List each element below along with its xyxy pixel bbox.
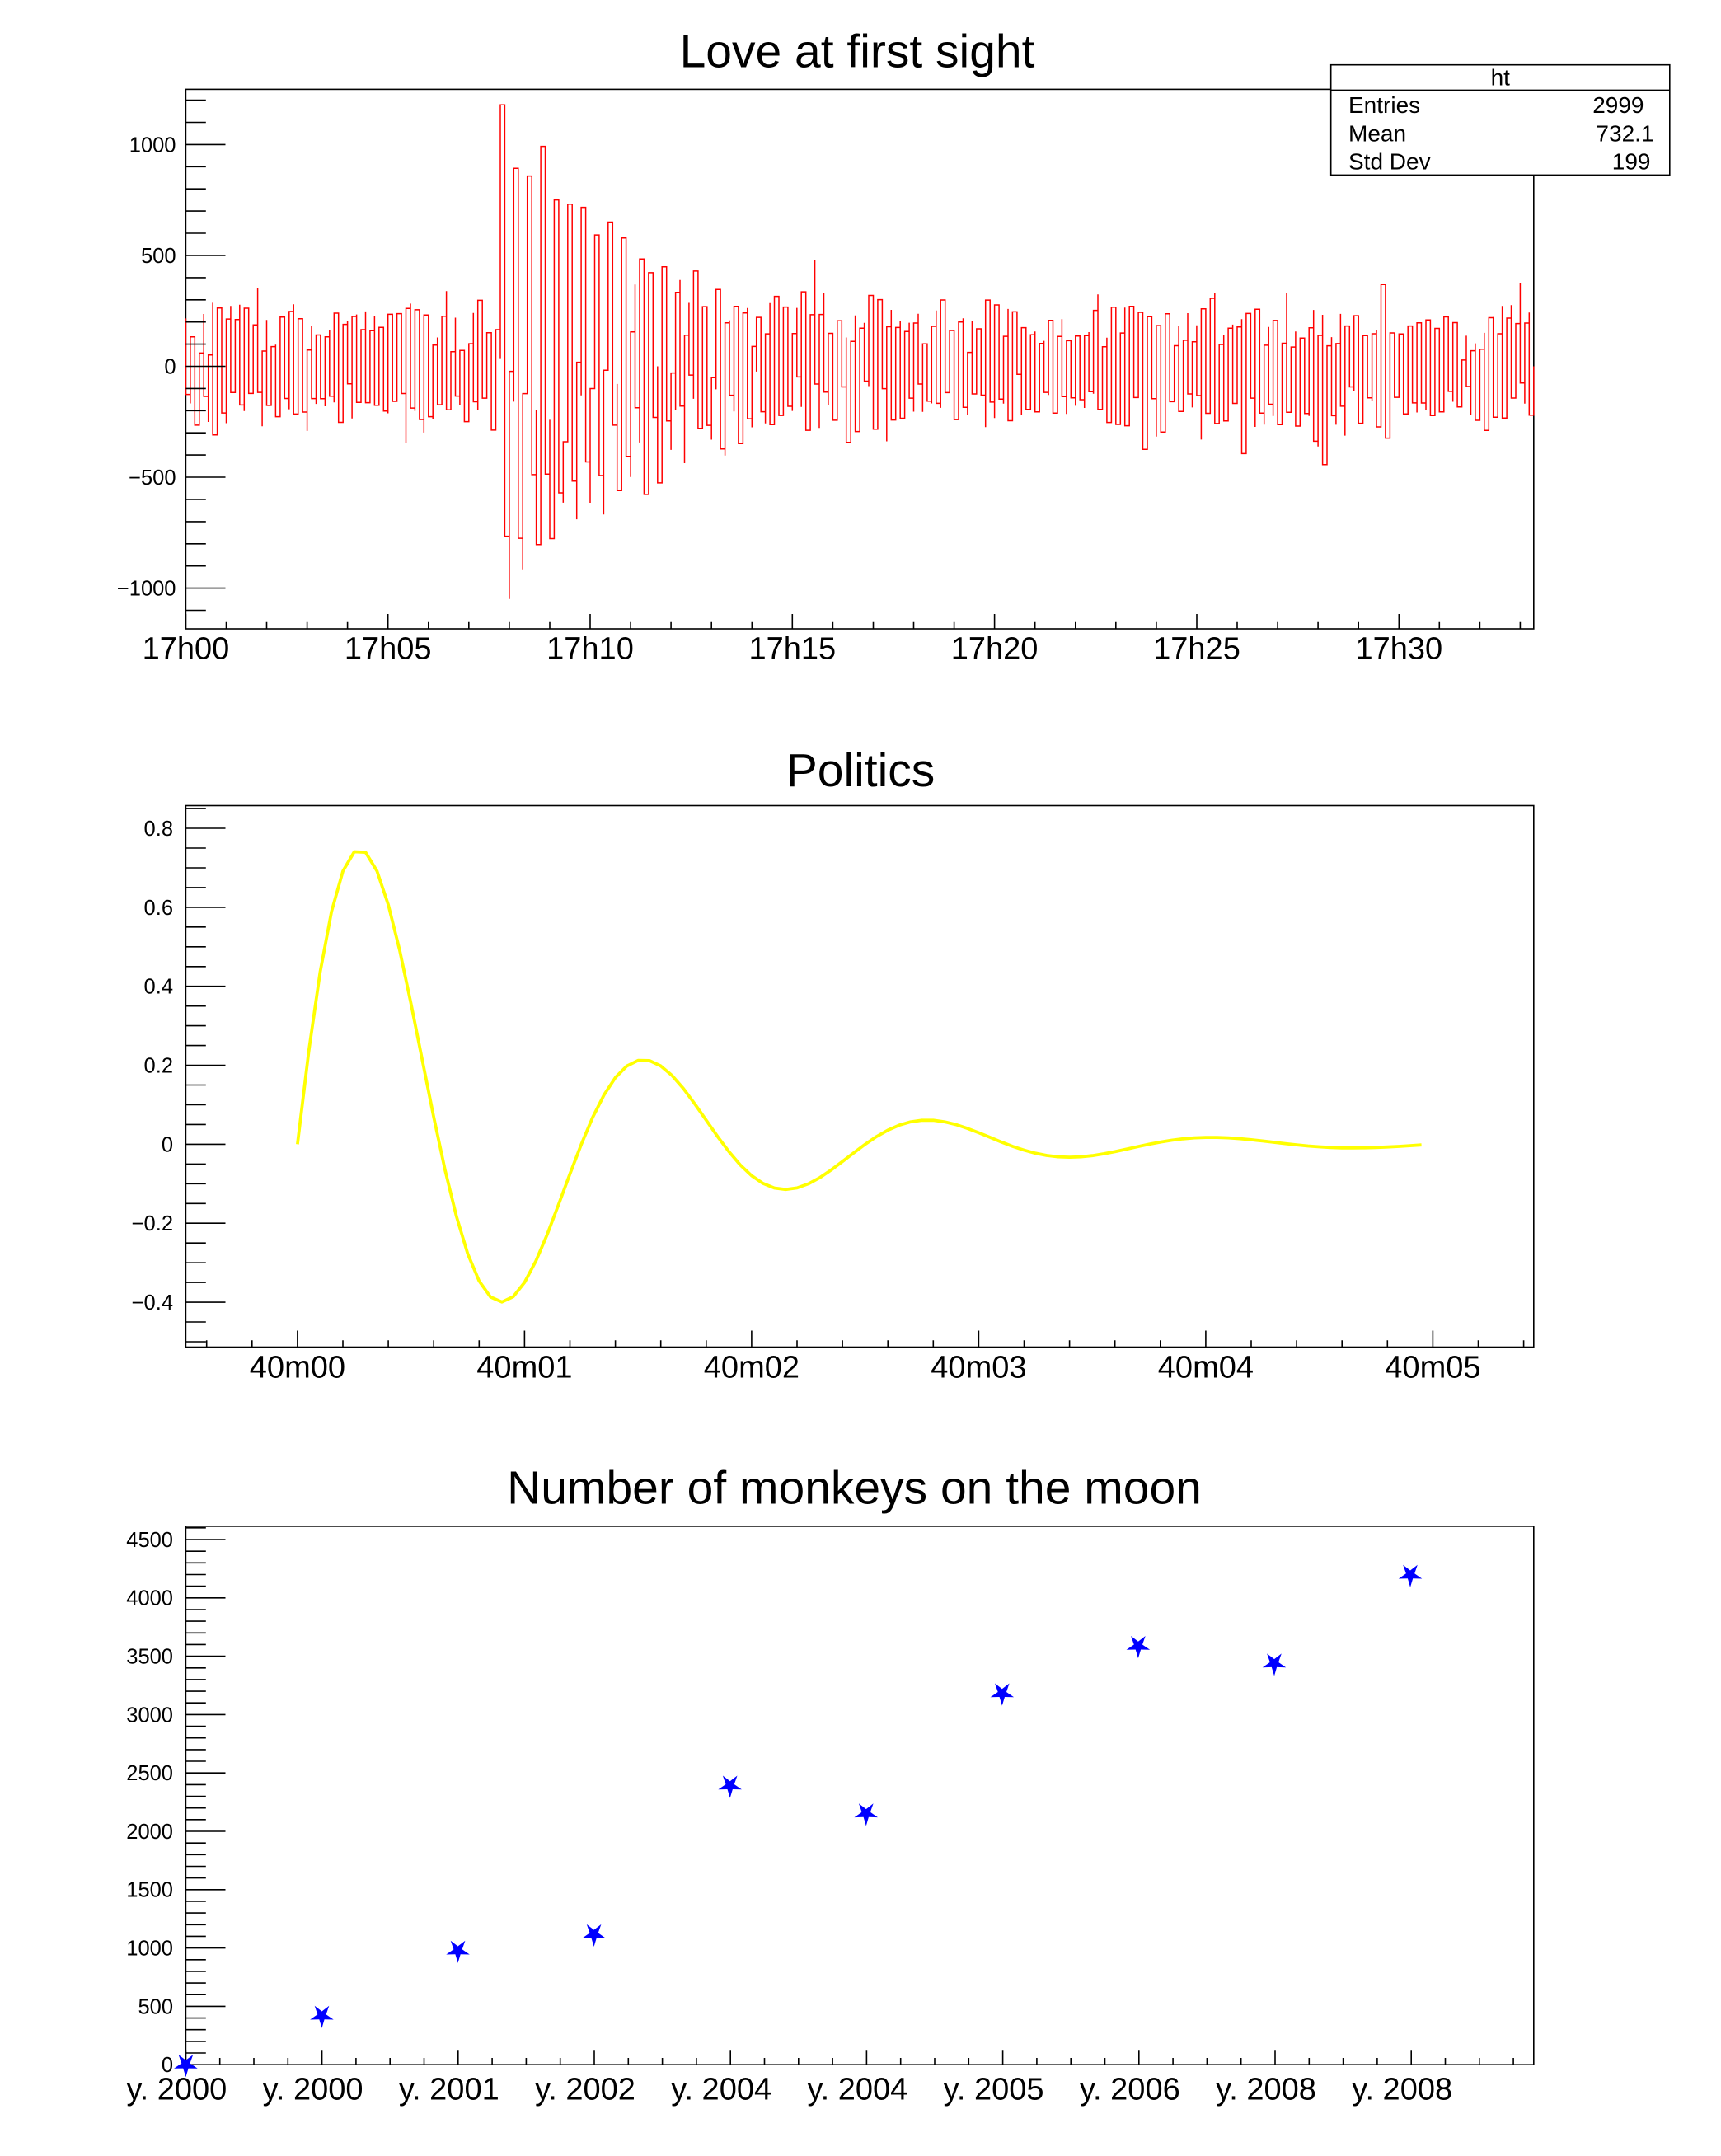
svg-text:y. 2000: y. 2000 bbox=[126, 2073, 227, 2107]
svg-text:40m04: 40m04 bbox=[1158, 1351, 1254, 1385]
svg-text:500: 500 bbox=[138, 1995, 173, 2018]
svg-text:2999: 2999 bbox=[1592, 92, 1644, 118]
svg-text:ht: ht bbox=[1491, 65, 1511, 91]
svg-text:0.4: 0.4 bbox=[144, 976, 173, 999]
svg-text:0: 0 bbox=[162, 1133, 173, 1156]
svg-text:y. 2000: y. 2000 bbox=[263, 2073, 363, 2107]
svg-text:y. 2001: y. 2001 bbox=[399, 2073, 499, 2107]
svg-text:Love at first sight: Love at first sight bbox=[680, 26, 1035, 78]
svg-text:199: 199 bbox=[1612, 149, 1651, 175]
svg-text:4500: 4500 bbox=[126, 1529, 173, 1552]
svg-text:Politics: Politics bbox=[786, 744, 936, 797]
svg-text:y. 2006: y. 2006 bbox=[1080, 2073, 1180, 2107]
svg-text:40m01: 40m01 bbox=[476, 1351, 572, 1385]
svg-text:−500: −500 bbox=[129, 466, 176, 490]
svg-text:40m03: 40m03 bbox=[931, 1351, 1026, 1385]
svg-text:0: 0 bbox=[164, 355, 176, 378]
svg-text:0: 0 bbox=[162, 2054, 173, 2077]
svg-text:Std Dev: Std Dev bbox=[1348, 149, 1431, 175]
svg-text:1500: 1500 bbox=[126, 1879, 173, 1902]
svg-text:17h30: 17h30 bbox=[1355, 632, 1442, 667]
svg-text:0.2: 0.2 bbox=[144, 1055, 173, 1078]
svg-text:40m05: 40m05 bbox=[1385, 1351, 1480, 1385]
svg-text:17h25: 17h25 bbox=[1153, 632, 1240, 667]
svg-text:3500: 3500 bbox=[126, 1646, 173, 1669]
svg-text:−1000: −1000 bbox=[117, 578, 176, 601]
svg-text:1000: 1000 bbox=[129, 134, 176, 157]
svg-text:y. 2008: y. 2008 bbox=[1216, 2073, 1316, 2107]
svg-text:y. 2008: y. 2008 bbox=[1352, 2073, 1452, 2107]
svg-text:17h05: 17h05 bbox=[345, 632, 432, 667]
svg-text:0.6: 0.6 bbox=[144, 897, 173, 920]
svg-text:500: 500 bbox=[141, 245, 176, 268]
svg-text:4000: 4000 bbox=[126, 1587, 173, 1610]
svg-text:y. 2005: y. 2005 bbox=[944, 2073, 1044, 2107]
svg-text:17h15: 17h15 bbox=[748, 632, 836, 667]
svg-text:1000: 1000 bbox=[126, 1938, 173, 1961]
svg-text:2500: 2500 bbox=[126, 1762, 173, 1785]
svg-text:732.1: 732.1 bbox=[1596, 120, 1653, 146]
svg-text:y. 2004: y. 2004 bbox=[807, 2073, 907, 2107]
svg-text:17h10: 17h10 bbox=[546, 632, 634, 667]
svg-text:Entries: Entries bbox=[1348, 92, 1420, 118]
svg-text:Number of monkeys on the moon: Number of monkeys on the moon bbox=[507, 1462, 1202, 1515]
svg-text:−0.2: −0.2 bbox=[132, 1212, 173, 1235]
svg-text:Mean: Mean bbox=[1348, 120, 1406, 146]
svg-text:y. 2004: y. 2004 bbox=[671, 2073, 771, 2107]
svg-text:y. 2002: y. 2002 bbox=[535, 2073, 635, 2107]
svg-text:0.8: 0.8 bbox=[144, 818, 173, 841]
svg-text:2000: 2000 bbox=[126, 1821, 173, 1844]
svg-text:3000: 3000 bbox=[126, 1704, 173, 1727]
svg-text:−0.4: −0.4 bbox=[132, 1291, 173, 1315]
svg-text:40m02: 40m02 bbox=[704, 1351, 800, 1385]
svg-text:40m00: 40m00 bbox=[250, 1351, 345, 1385]
svg-text:17h20: 17h20 bbox=[951, 632, 1039, 667]
svg-text:17h00: 17h00 bbox=[143, 632, 230, 667]
